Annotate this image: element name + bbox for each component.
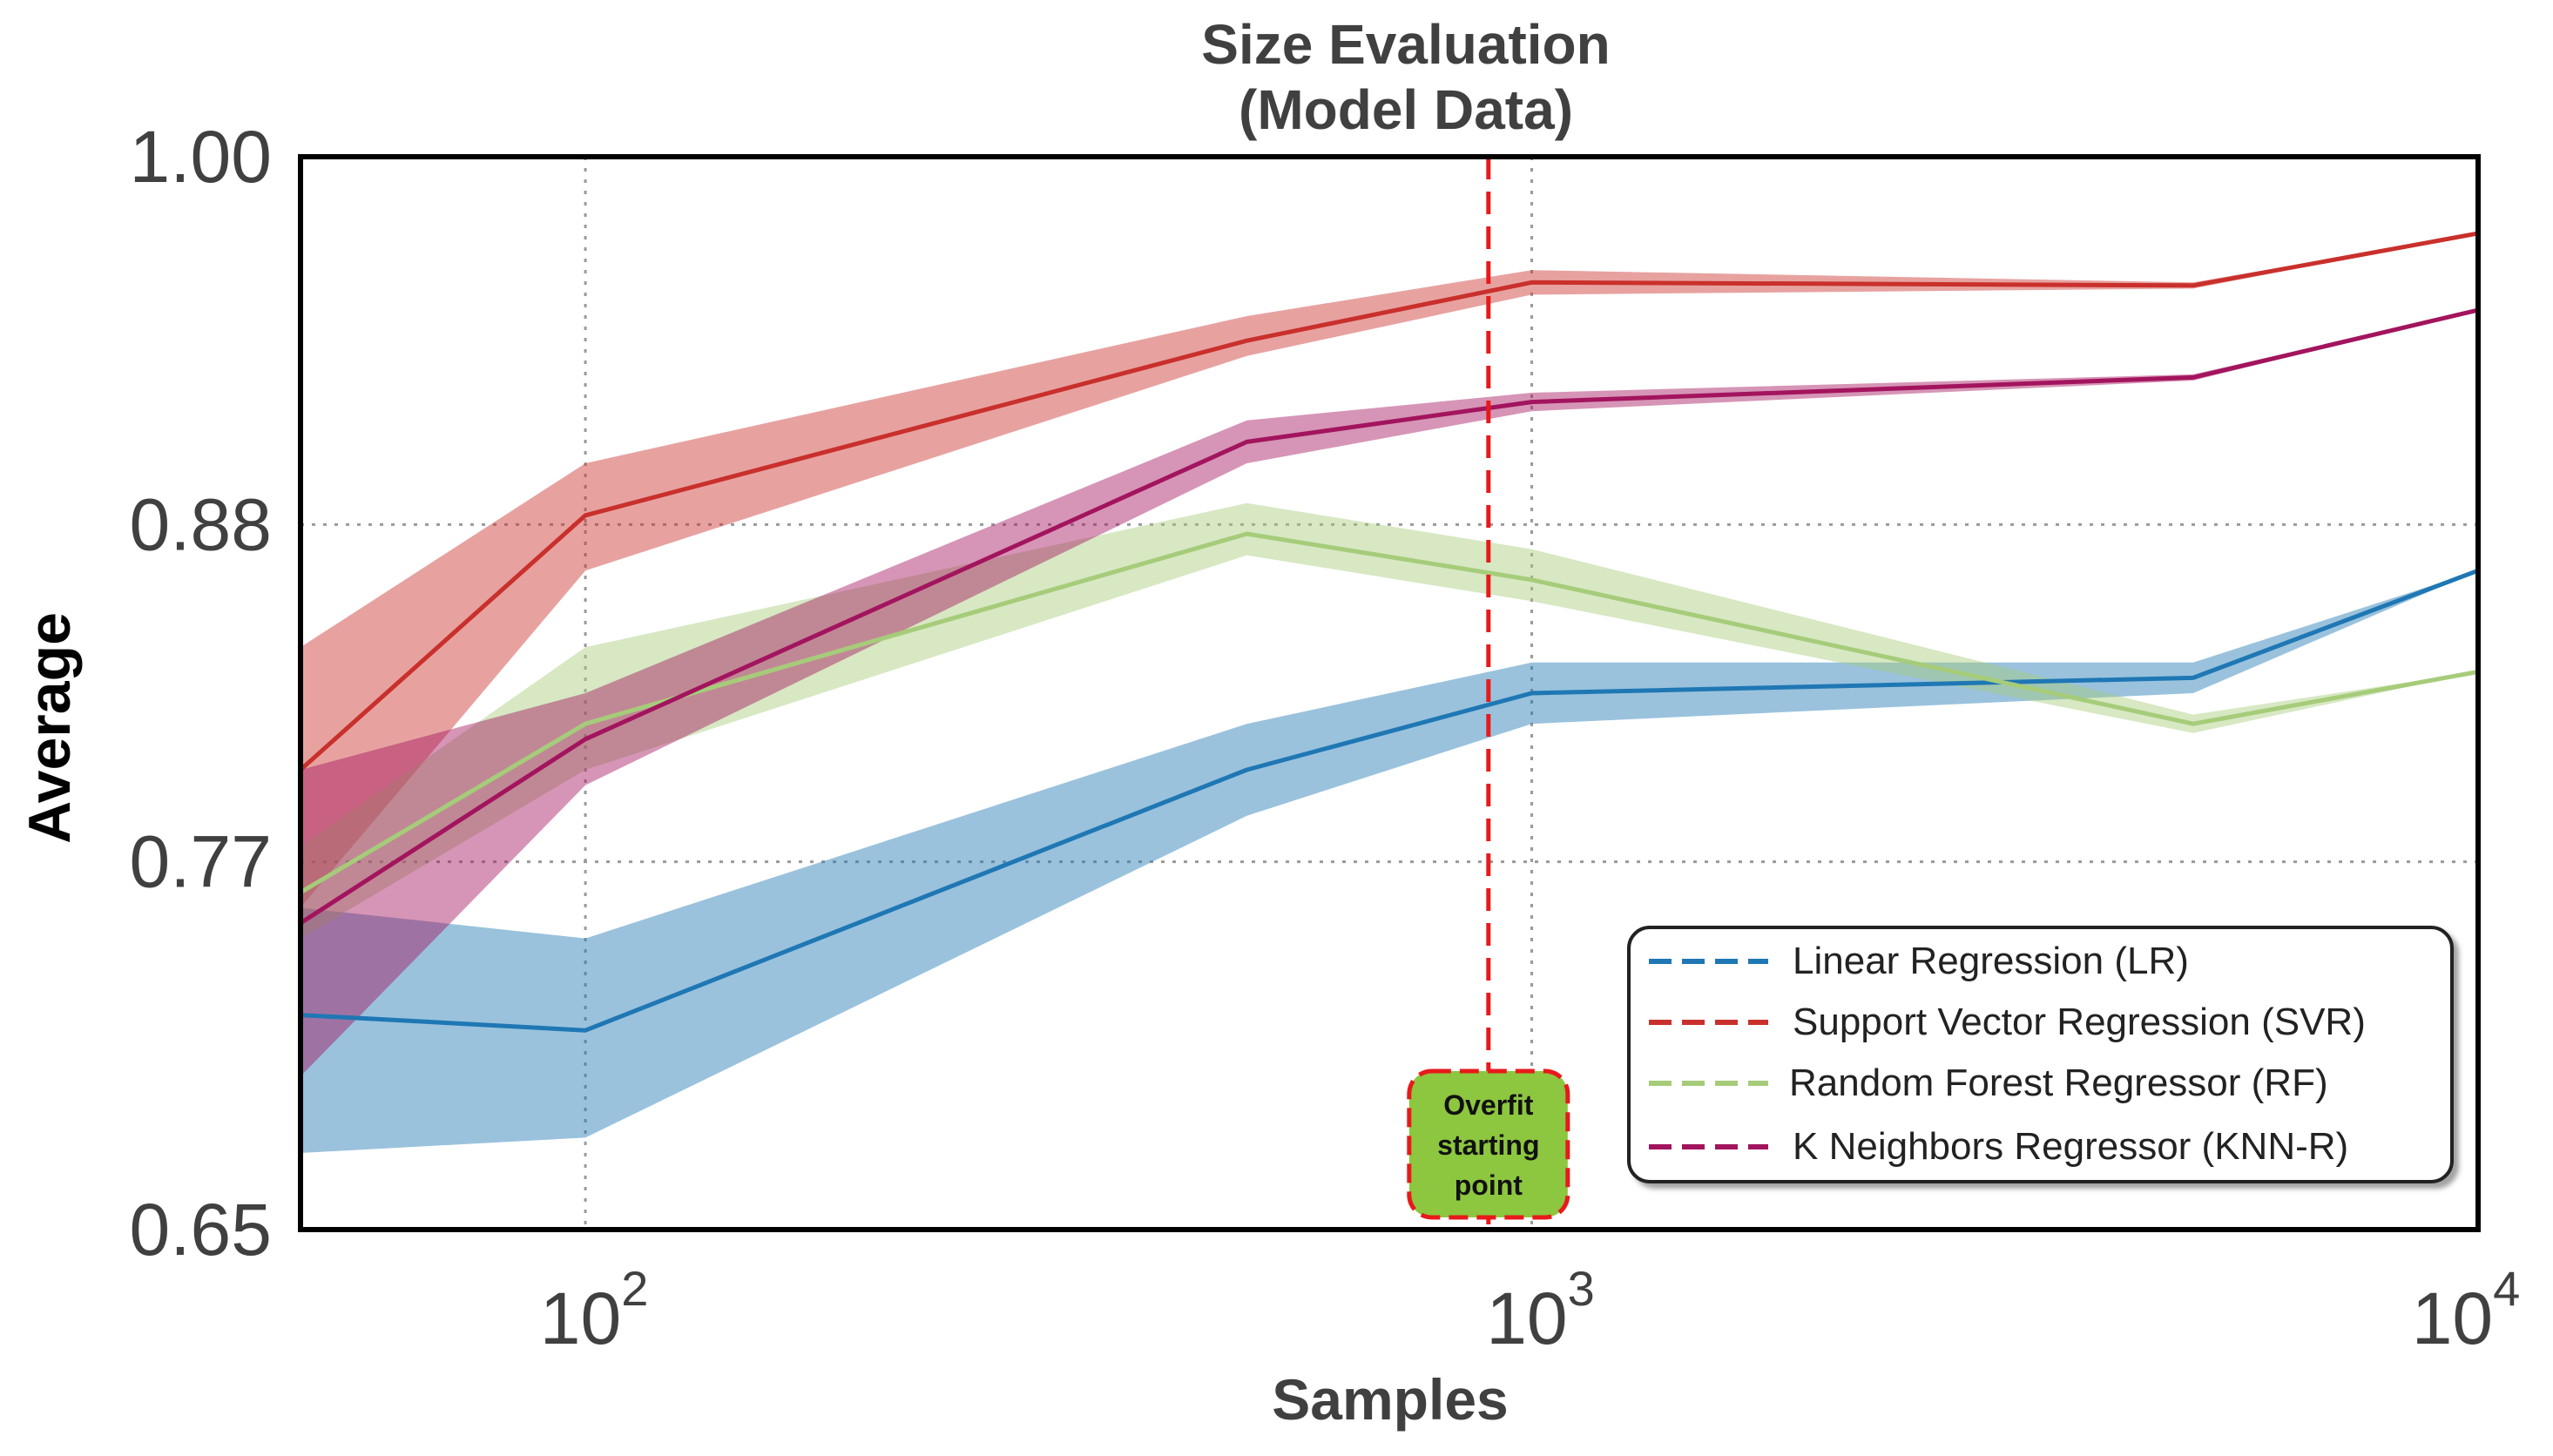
x-tick-labels: 102 103 104 [540, 1261, 2521, 1359]
x-tick-label: 104 [2412, 1261, 2521, 1359]
svr-line [301, 231, 2478, 772]
y-tick-label: 1.00 [130, 116, 273, 198]
chart-subtitle: (Model Data) [1239, 78, 1573, 141]
lr-band [301, 570, 2478, 1153]
knn-line [301, 307, 2478, 926]
grid [301, 157, 2478, 1230]
legend-label-svr: Support Vector Regression (SVR) [1793, 1001, 2366, 1043]
plot-frame [298, 154, 2481, 1232]
legend-label-lr: Linear Regression (LR) [1793, 940, 2189, 982]
legend-box [1627, 926, 2454, 1183]
series-lines [301, 231, 2478, 1033]
overfit-annotation-box [1407, 1068, 1570, 1220]
overfit-annotation-line1: Overfit [1443, 1089, 1533, 1121]
overfit-annotation-line3: point [1455, 1170, 1523, 1201]
y-axis-label: Average [17, 612, 83, 844]
legend: Linear Regression (LR) Support Vector Re… [1627, 926, 2454, 1183]
overfit-annotation: Overfit starting point [1407, 1068, 1570, 1220]
y-tick-label: 0.77 [130, 821, 273, 903]
y-tick-label: 0.88 [130, 483, 273, 565]
x-tick-label: 102 [540, 1261, 649, 1359]
legend-label-rf: Random Forest Regressor (RF) [1789, 1062, 2328, 1104]
rf-band [301, 502, 2478, 939]
rf-line [301, 531, 2478, 894]
lr-line [301, 568, 2478, 1033]
chart-title: Size Evaluation [1201, 13, 1610, 76]
y-tick-labels: 1.00 0.88 0.77 0.65 [130, 116, 273, 1271]
knn-band [301, 310, 2478, 1076]
x-tick-label: 103 [1486, 1261, 1595, 1359]
x-axis-label: Samples [1272, 1367, 1508, 1432]
confidence-bands [301, 233, 2478, 1153]
overfit-annotation-line2: starting [1437, 1129, 1539, 1161]
y-tick-label: 0.65 [130, 1189, 273, 1271]
legend-label-knn: K Neighbors Regressor (KNN-R) [1793, 1125, 2348, 1168]
